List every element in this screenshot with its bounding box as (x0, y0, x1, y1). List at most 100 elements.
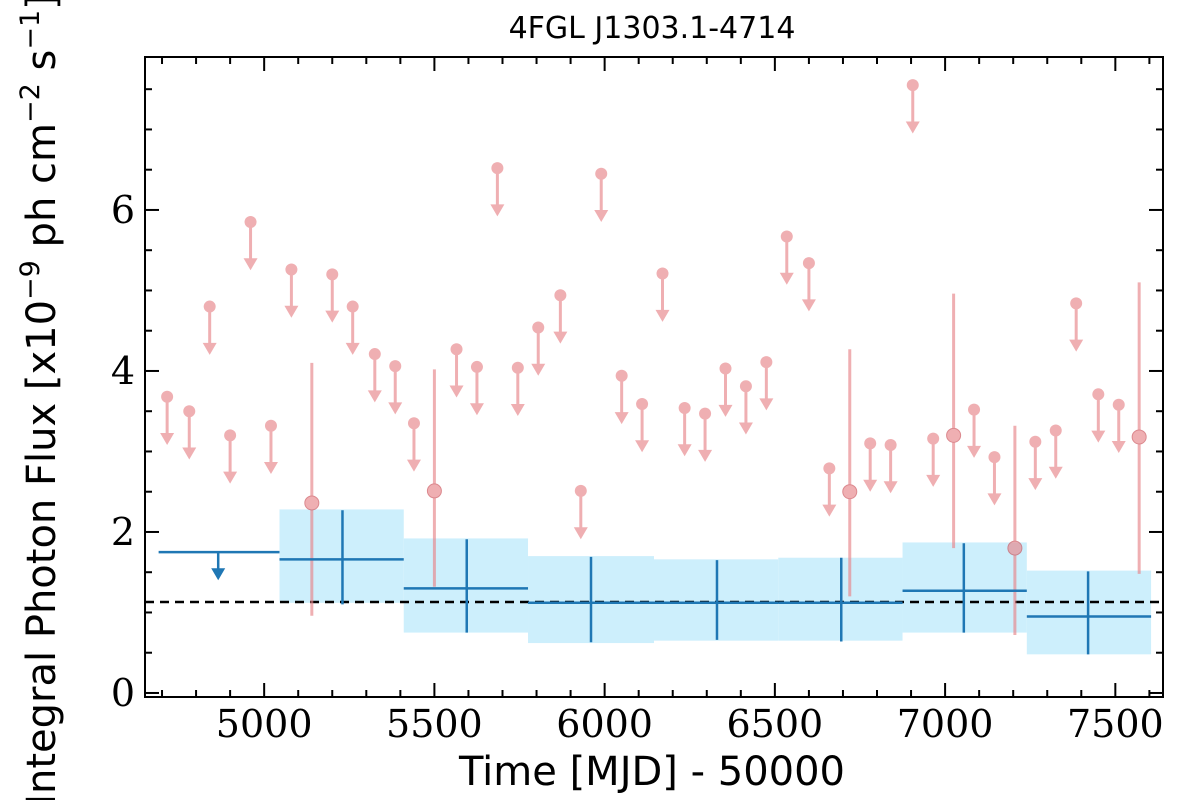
upper-limit-point (864, 437, 877, 450)
x-tick-label: 7500 (1067, 702, 1164, 746)
upper-limit-marker (345, 300, 360, 355)
upper-limit-arrowhead (1091, 430, 1106, 443)
upper-limit-point (739, 380, 752, 393)
y-tick-label: 4 (111, 349, 135, 393)
upper-limit-point (346, 300, 359, 313)
upper-limit-arrowhead (698, 449, 713, 462)
upper-limit-marker (490, 162, 505, 217)
upper-limit-arrowhead (614, 412, 629, 425)
detection-marker (426, 369, 442, 587)
detection-marker (946, 293, 962, 549)
upper-limit-arrowhead (243, 258, 258, 271)
long-detection-marker (902, 543, 1027, 633)
short-bin-markers (160, 79, 1147, 636)
detection-marker (1131, 282, 1147, 574)
upper-limit-arrowhead (779, 272, 794, 285)
long-detection-marker (279, 510, 404, 605)
upper-limit-marker (718, 362, 733, 417)
upper-limit-point (780, 230, 793, 243)
upper-limit-point (615, 369, 628, 382)
upper-limit-arrowhead (677, 444, 692, 457)
upper-limit-arrowhead (635, 440, 650, 453)
y-tick-label: 0 (111, 671, 135, 715)
upper-limit-point (368, 348, 381, 361)
upper-limit-arrowhead (202, 342, 217, 355)
upper-limit-marker (553, 289, 568, 344)
long-bin-markers (158, 510, 1152, 655)
upper-limit-point (511, 361, 524, 374)
upper-limit-arrowhead (367, 390, 382, 403)
long-upper-limit-arrowhead (211, 568, 226, 581)
upper-limit-point (802, 257, 815, 270)
x-tick-label: 5000 (216, 702, 313, 746)
detection-point (304, 495, 320, 511)
upper-limit-marker (1028, 435, 1043, 491)
upper-limit-marker (614, 369, 629, 425)
upper-limit-arrowhead (1028, 478, 1043, 491)
upper-limit-arrowhead (388, 402, 403, 415)
upper-limit-point (244, 216, 257, 229)
upper-limit-point (264, 419, 277, 432)
upper-limit-arrowhead (223, 471, 238, 484)
upper-limit-marker (905, 79, 920, 134)
upper-limit-marker (1091, 388, 1106, 443)
upper-limit-arrowhead (406, 459, 421, 472)
upper-limit-point (906, 79, 919, 92)
upper-limit-marker (779, 230, 794, 285)
upper-limit-marker (263, 419, 278, 474)
plot-border (144, 56, 1164, 698)
upper-limit-marker (801, 257, 816, 312)
upper-limit-marker (863, 437, 878, 492)
upper-limit-arrowhead (345, 342, 360, 355)
upper-limit-arrowhead (738, 422, 753, 435)
x-tick-label: 6500 (727, 702, 824, 746)
upper-limit-arrowhead (1069, 339, 1084, 352)
upper-limit-marker (202, 300, 217, 355)
upper-limit-point (224, 429, 237, 442)
upper-limit-point (595, 167, 608, 180)
upper-limit-point (699, 407, 712, 420)
upper-limit-marker (182, 405, 197, 460)
upper-limit-marker (926, 432, 941, 487)
detection-marker (842, 349, 858, 597)
upper-limit-marker (223, 429, 238, 484)
upper-limit-marker (573, 484, 588, 540)
y-tick-label: 2 (111, 510, 135, 554)
x-tick-label: 5500 (386, 702, 483, 746)
long-detection-marker (1026, 571, 1152, 655)
upper-limit-arrowhead (759, 398, 774, 411)
upper-limit-arrowhead (531, 363, 546, 376)
long-detection-marker (778, 557, 903, 642)
long-bin-uncertainty-bands (279, 509, 1152, 655)
upper-limit-marker (469, 360, 484, 416)
upper-limit-arrowhead (469, 403, 484, 416)
upper-limit-point (678, 401, 691, 414)
upper-limit-arrowhead (718, 404, 733, 417)
upper-limit-arrowhead (510, 404, 525, 417)
upper-limit-marker (967, 403, 982, 458)
x-axis-label: Time [MJD] - 50000 (458, 749, 845, 795)
upper-limit-point (636, 397, 649, 410)
upper-limit-arrowhead (905, 121, 920, 134)
upper-limit-marker (655, 267, 670, 322)
upper-limit-marker (243, 216, 258, 271)
upper-limit-marker (1048, 424, 1063, 479)
upper-limit-marker (698, 407, 713, 462)
upper-limit-arrowhead (449, 385, 464, 398)
upper-limit-point (884, 439, 897, 452)
upper-limit-point (760, 356, 773, 369)
upper-limit-point (491, 162, 504, 175)
upper-limit-point (927, 432, 940, 445)
detection-point (1131, 429, 1147, 445)
detection-point (842, 484, 858, 500)
detection-point (946, 427, 962, 443)
upper-limit-point (823, 462, 836, 475)
upper-limit-point (719, 362, 732, 375)
x-tick-label: 6000 (556, 702, 653, 746)
y-axis-label: Integral Photon Flux [x10−9 ph cm−2 s−1] (15, 0, 65, 800)
long-detection-marker (654, 560, 779, 640)
upper-limit-point (450, 343, 463, 356)
upper-limit-point (1112, 398, 1125, 411)
x-tick-label: 7000 (897, 702, 994, 746)
